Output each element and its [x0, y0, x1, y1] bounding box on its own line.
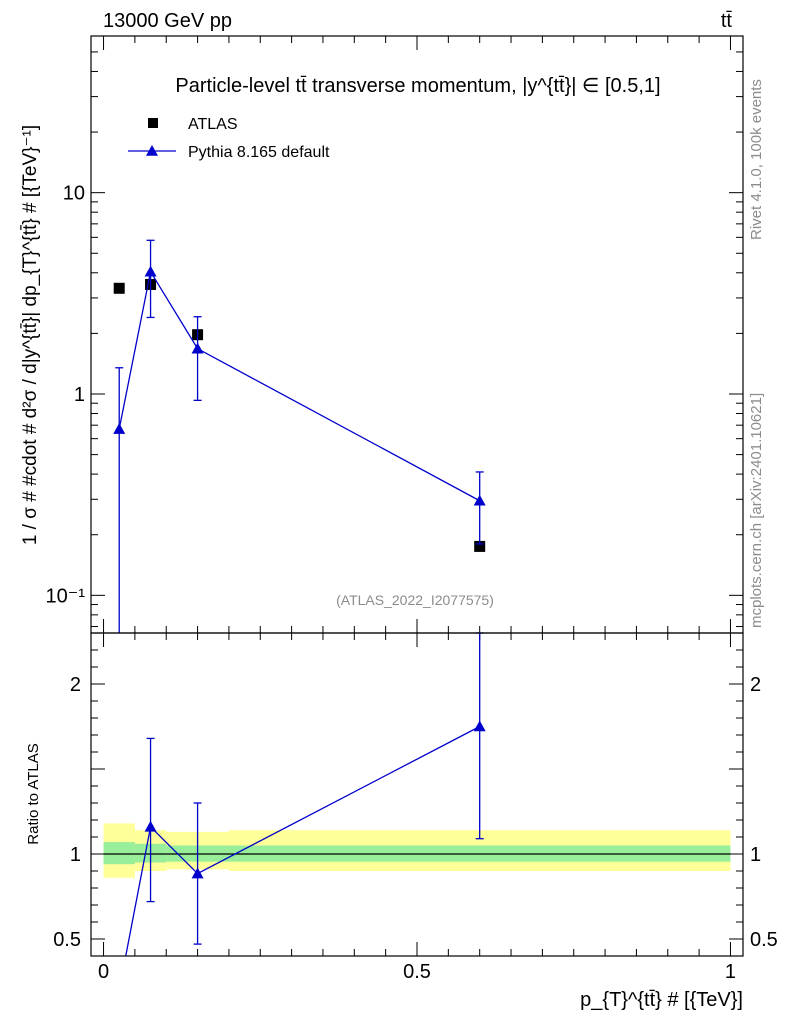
atlas-data-point — [474, 540, 486, 552]
ratio-y-axis-label: Ratio to ATLAS — [25, 743, 42, 844]
main-y-tick-labels: 10⁻¹ 1 10 — [46, 183, 86, 608]
ratio-y-tick-label: 2 — [70, 674, 81, 696]
legend-label-pythia: Pythia 8.165 default — [188, 144, 330, 161]
main-y-axis-label: 1 / σ # #cdot # d²σ / d|y^{tt̄}| dp_{T}^… — [20, 125, 41, 545]
chart-title: Particle-level tt̄ transverse momentum, … — [175, 75, 660, 97]
ratio-y-tick-label-right: 1 — [750, 844, 761, 866]
main-y-tick-label: 1 — [74, 384, 85, 406]
ratio-y-tick-label: 1 — [70, 844, 81, 866]
x-tick-label: 0.5 — [403, 961, 431, 983]
main-y-tick-label: 10⁻¹ — [46, 585, 86, 607]
process-label: tt̄ — [721, 10, 733, 32]
main-series — [113, 239, 486, 633]
legend-marker-pythia — [146, 145, 158, 156]
main-axis-ticks — [91, 35, 743, 633]
legend-marker-atlas — [148, 118, 158, 128]
pythia-data-point — [113, 423, 126, 434]
x-tick-label: 1 — [725, 961, 736, 983]
atlas-data-point — [113, 282, 125, 294]
ratio-pythia-line — [125, 725, 480, 957]
pythia-data-point — [473, 494, 486, 506]
legend: ATLAS Pythia 8.165 default — [128, 116, 330, 161]
ratio-y-tick-label: 0.5 — [53, 929, 81, 951]
ratio-axis-ticks — [91, 632, 743, 957]
x-tick-label: 0 — [98, 961, 109, 983]
x-tick-labels: 0 0.5 1 — [98, 961, 736, 983]
x-axis-label: p_{T}^{tt̄} # [{TeV}] — [580, 989, 743, 1011]
ratio-frame — [90, 632, 744, 957]
legend-label-atlas: ATLAS — [188, 116, 238, 133]
ratio-y-tick-label-right: 0.5 — [750, 929, 778, 951]
pythia-line — [118, 269, 481, 502]
mcplots-label: mcplots.cern.ch [arXiv:2401.10621] — [748, 393, 765, 628]
energy-label: 13000 GeV pp — [103, 10, 232, 32]
ratio-series — [125, 632, 486, 957]
pythia-data-point — [191, 342, 204, 354]
ratio-y-tick-label-right: 2 — [750, 674, 761, 696]
inner-uncertainty-band — [103, 842, 135, 865]
ratio-data-point — [191, 867, 204, 879]
pythia-data-point — [144, 265, 157, 277]
ratio-y-tick-labels: 0.5 0.5 1 1 2 2 — [53, 674, 778, 951]
observable-id: (ATLAS_2022_I2077575) — [336, 592, 494, 608]
ratio-data-point — [144, 820, 157, 832]
main-y-tick-label: 10 — [63, 183, 85, 205]
rivet-label: Rivet 4.1.0, 100k events — [748, 79, 765, 240]
main-panel: 10⁻¹ 1 10 Particle-level tt̄ transverse mo… — [20, 35, 744, 634]
ratio-panel: 0.5 0.51 12 2 0 0.5 1 Ratio to ATLAS p_{T}^{t… — [25, 632, 778, 1011]
ratio-data-point — [473, 720, 486, 732]
